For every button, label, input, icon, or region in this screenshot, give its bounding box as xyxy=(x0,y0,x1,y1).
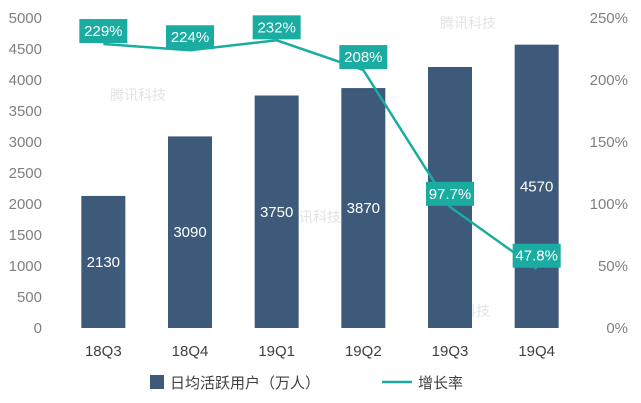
bar-series: 213030903750387042104570 xyxy=(81,44,559,328)
rate-label-19Q2: 208% xyxy=(344,49,382,66)
bar-label-18Q3: 2130 xyxy=(87,254,120,271)
bar-label-19Q2: 3870 xyxy=(347,200,380,217)
rate-label-box-19Q4 xyxy=(512,243,561,268)
bar-19Q2 xyxy=(341,88,386,328)
x-axis: 18Q3 18Q4 19Q1 19Q2 19Q3 19Q4 xyxy=(85,343,555,360)
rate-label-box-19Q2 xyxy=(339,45,388,70)
right-tick-0: 0% xyxy=(606,320,628,337)
rate-label-19Q1: 232% xyxy=(257,19,295,36)
bar-label-18Q4: 3090 xyxy=(173,224,206,241)
category-label-19Q1: 19Q1 xyxy=(258,343,295,360)
bar-19Q1 xyxy=(254,95,299,328)
right-tick-5: 250% xyxy=(590,10,628,27)
left-tick-2: 1000 xyxy=(9,258,42,275)
right-tick-1: 50% xyxy=(598,258,628,275)
right-tick-3: 150% xyxy=(590,134,628,151)
rate-label-19Q4: 47.8% xyxy=(515,248,558,265)
right-axis: 0% 50% 100% 150% 200% 250% xyxy=(590,10,628,337)
left-tick-5: 2500 xyxy=(9,165,42,182)
right-tick-2: 100% xyxy=(590,196,628,213)
bar-label-19Q4: 4570 xyxy=(520,178,553,195)
bar-18Q4 xyxy=(168,136,212,328)
watermark-0: 腾讯科技 xyxy=(110,87,166,103)
category-label-19Q2: 19Q2 xyxy=(345,343,382,360)
left-tick-1: 500 xyxy=(17,289,42,306)
left-tick-10: 5000 xyxy=(9,10,42,27)
rate-label-box-19Q3 xyxy=(426,181,474,206)
watermark-2: 腾讯科技 xyxy=(440,15,496,31)
rate-label-box-18Q3 xyxy=(79,19,128,44)
category-label-18Q3: 18Q3 xyxy=(85,343,122,360)
left-tick-3: 1500 xyxy=(9,227,42,244)
left-tick-4: 2000 xyxy=(9,196,42,213)
left-tick-0: 0 xyxy=(34,320,42,337)
legend-bar-swatch xyxy=(150,375,164,389)
rate-label-19Q3: 97.7% xyxy=(429,186,472,203)
category-label-19Q4: 19Q4 xyxy=(518,343,555,360)
category-label-19Q3: 19Q3 xyxy=(432,343,469,360)
left-tick-6: 3000 xyxy=(9,134,42,151)
watermark-1: 腾讯科技 xyxy=(285,209,341,225)
left-tick-9: 4500 xyxy=(9,41,42,58)
bar-19Q4 xyxy=(514,44,559,328)
bar-18Q3 xyxy=(81,195,126,328)
legend-line-label: 增长率 xyxy=(418,375,463,392)
rate-label-box-19Q1 xyxy=(252,15,301,40)
rate-label-18Q4: 224% xyxy=(171,29,209,46)
right-tick-4: 200% xyxy=(590,72,628,89)
left-tick-7: 3500 xyxy=(9,103,42,120)
legend-bar-label: 日均活跃用户（万人） xyxy=(170,375,320,392)
left-tick-8: 4000 xyxy=(9,72,42,89)
line-series: 229% 224% 232% 208% 97.7% 47.8% xyxy=(79,15,561,270)
category-label-18Q4: 18Q4 xyxy=(172,343,209,360)
left-axis: 0 500 1000 1500 2000 2500 3000 3500 4000 4500 5000 xyxy=(9,10,42,337)
legend: 日均活跃用户（万人） 增长率 xyxy=(150,375,463,392)
rate-label-18Q3: 229% xyxy=(84,23,122,40)
rate-label-box-18Q4 xyxy=(166,25,214,50)
bar-label-19Q1: 3750 xyxy=(260,204,293,221)
